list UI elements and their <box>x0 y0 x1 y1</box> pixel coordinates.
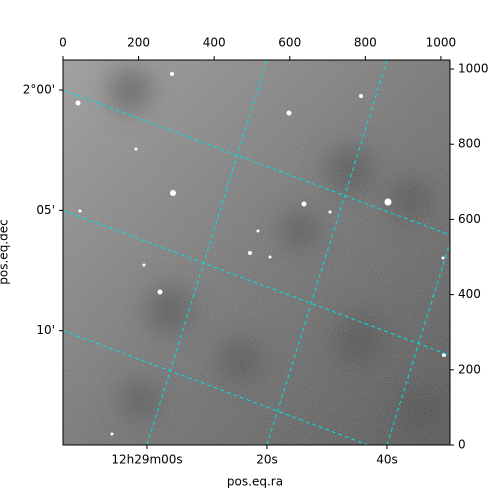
x-tick-label: 400 <box>203 36 226 50</box>
dec-grid-line <box>63 209 450 356</box>
x-tick-label: 200 <box>127 36 150 50</box>
y-axis-label: pos.eq.dec <box>0 219 11 284</box>
grid <box>63 60 450 445</box>
y-tick-label: 600 <box>458 212 481 226</box>
ra-tick-label: 12h29m00s <box>111 453 182 467</box>
y-tick-label: 800 <box>458 137 481 151</box>
y-tick-label: 400 <box>458 287 481 301</box>
x-tick-label: 800 <box>354 36 377 50</box>
dec-tick-label: 2°00' <box>23 83 55 97</box>
x-tick-label: 600 <box>278 36 301 50</box>
x-tick-label: 0 <box>59 36 67 50</box>
y-tick-label: 1000 <box>458 62 489 76</box>
dec-grid-line <box>63 89 450 236</box>
ra-tick-label: 40s <box>376 453 398 467</box>
y-tick-label: 0 <box>458 438 466 452</box>
ra-grid-line <box>266 60 388 445</box>
x-axis-label: pos.eq.ra <box>227 475 283 489</box>
x-tick-label: 1000 <box>426 36 457 50</box>
dec-tick-label: 10' <box>36 323 55 337</box>
ra-tick-label: 20s <box>256 453 278 467</box>
dec-tick-label: 05' <box>36 203 55 217</box>
y-tick-label: 200 <box>458 362 481 376</box>
dec-grid-line <box>63 330 370 445</box>
sky-image <box>63 60 450 445</box>
axes-frame <box>62 59 451 446</box>
ra-grid-line <box>386 241 450 445</box>
ra-grid-line <box>146 60 268 445</box>
